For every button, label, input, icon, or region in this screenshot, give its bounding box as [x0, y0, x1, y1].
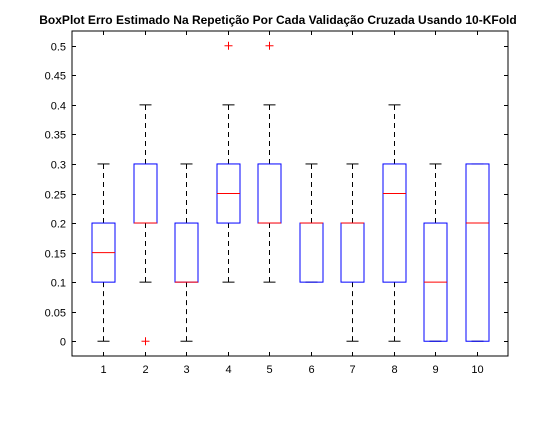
y-tick-label: 0.2	[51, 219, 66, 231]
y-tick-label: 0.05	[45, 308, 66, 320]
axes-frame	[71, 30, 509, 357]
x-axis: 1 2 3 4 5 6 7 8 9 10	[100, 31, 484, 376]
x-tick-label: 3	[183, 364, 189, 376]
chart-title: BoxPlot Erro Estimado Na Repetição Por C…	[39, 13, 516, 27]
outlier-marker	[224, 41, 233, 50]
y-tick-label: 0.5	[51, 42, 66, 54]
box-group-4	[216, 41, 241, 283]
box-group-6	[299, 163, 324, 283]
x-tick-label: 8	[391, 364, 397, 376]
outlier-marker	[141, 337, 150, 346]
y-axis: 0 0.05 0.1 0.15 0.2 0.25 0.3 0.35 0.4 0.45 0.5	[45, 42, 508, 349]
box-group-8	[382, 104, 407, 342]
x-tick-label: 7	[349, 364, 355, 376]
box-group-1	[91, 163, 116, 342]
box-group-2	[133, 104, 158, 346]
y-tick-label: 0.4	[51, 101, 66, 113]
boxes	[91, 41, 490, 346]
box	[465, 163, 490, 342]
outlier-marker	[265, 41, 274, 50]
y-tick-label: 0.3	[51, 160, 66, 172]
x-tick-label: 4	[225, 364, 231, 376]
box-group-9	[423, 163, 448, 342]
box-group-7	[340, 163, 365, 342]
x-tick-label: 9	[432, 364, 438, 376]
y-tick-label: 0.45	[45, 71, 66, 83]
box-group-5	[257, 41, 282, 283]
x-tick-label: 2	[142, 364, 148, 376]
x-tick-label: 10	[471, 364, 483, 376]
x-tick-label: 1	[100, 364, 106, 376]
y-tick-label: 0.15	[45, 249, 66, 261]
box	[382, 163, 407, 283]
x-tick-label: 5	[266, 364, 272, 376]
y-tick-label: 0.35	[45, 130, 66, 142]
box-group-3	[174, 163, 199, 342]
y-tick-label: 0.1	[51, 278, 66, 290]
x-tick-label: 6	[308, 364, 314, 376]
y-tick-label: 0.25	[45, 190, 66, 202]
y-tick-label: 0	[60, 337, 66, 349]
box-group-10	[465, 163, 490, 342]
